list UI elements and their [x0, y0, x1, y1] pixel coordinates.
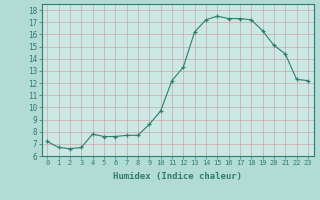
X-axis label: Humidex (Indice chaleur): Humidex (Indice chaleur)	[113, 172, 242, 181]
